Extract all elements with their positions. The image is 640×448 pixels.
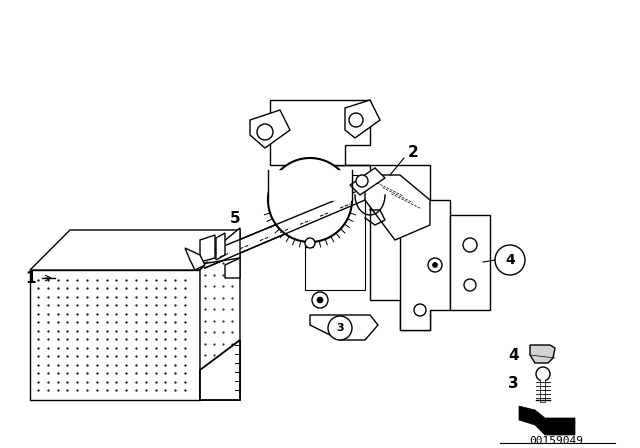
Polygon shape (535, 410, 575, 435)
Text: 00159049: 00159049 (529, 436, 583, 446)
Polygon shape (200, 235, 215, 262)
Polygon shape (30, 270, 200, 400)
Circle shape (349, 113, 363, 127)
Circle shape (495, 245, 525, 275)
Polygon shape (268, 170, 352, 200)
Text: 5: 5 (230, 211, 241, 225)
Circle shape (268, 158, 352, 242)
Circle shape (428, 258, 442, 272)
Polygon shape (530, 345, 555, 363)
Circle shape (328, 316, 352, 340)
Circle shape (433, 263, 438, 267)
Polygon shape (295, 165, 430, 330)
Circle shape (536, 367, 550, 381)
Text: 3: 3 (508, 375, 518, 391)
Circle shape (414, 304, 426, 316)
Polygon shape (310, 315, 378, 340)
Text: 2: 2 (408, 145, 419, 159)
Polygon shape (250, 110, 290, 148)
Polygon shape (350, 168, 385, 195)
Polygon shape (270, 100, 370, 165)
Polygon shape (200, 340, 240, 400)
Polygon shape (365, 175, 430, 240)
Polygon shape (30, 230, 240, 270)
Circle shape (257, 124, 273, 140)
Circle shape (305, 238, 315, 248)
Polygon shape (216, 233, 225, 260)
Circle shape (312, 292, 328, 308)
Circle shape (332, 320, 348, 336)
Polygon shape (519, 406, 535, 425)
Circle shape (317, 297, 323, 303)
Polygon shape (450, 215, 490, 310)
Polygon shape (345, 100, 380, 138)
Polygon shape (195, 192, 365, 268)
Circle shape (464, 279, 476, 291)
Circle shape (356, 175, 368, 187)
Circle shape (463, 238, 477, 252)
Text: 1: 1 (25, 271, 35, 285)
Polygon shape (305, 175, 365, 290)
Polygon shape (195, 228, 240, 265)
Text: 3: 3 (336, 323, 344, 333)
Polygon shape (225, 258, 240, 278)
Polygon shape (400, 200, 450, 330)
Text: 4: 4 (505, 253, 515, 267)
Polygon shape (185, 248, 205, 270)
Circle shape (337, 325, 343, 331)
Text: 4: 4 (508, 348, 518, 362)
Polygon shape (200, 230, 240, 400)
